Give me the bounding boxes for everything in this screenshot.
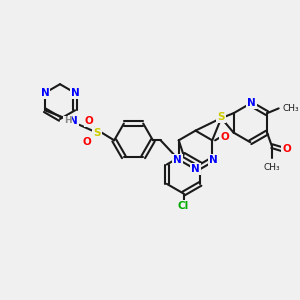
Text: O: O [83,137,92,147]
Text: O: O [282,144,291,154]
Text: N: N [40,88,49,98]
Text: O: O [220,132,229,142]
Text: Cl: Cl [178,201,189,211]
Text: N: N [209,155,218,165]
Text: S: S [218,112,225,122]
Text: CH₃: CH₃ [264,163,280,172]
Text: N: N [191,164,200,174]
Text: O: O [85,116,93,126]
Text: CH₃: CH₃ [283,104,299,113]
Text: N: N [71,88,80,98]
Text: N: N [173,155,182,165]
Text: H: H [64,116,71,125]
Text: N: N [247,98,256,108]
Text: N: N [69,116,78,126]
Text: S: S [93,128,100,138]
